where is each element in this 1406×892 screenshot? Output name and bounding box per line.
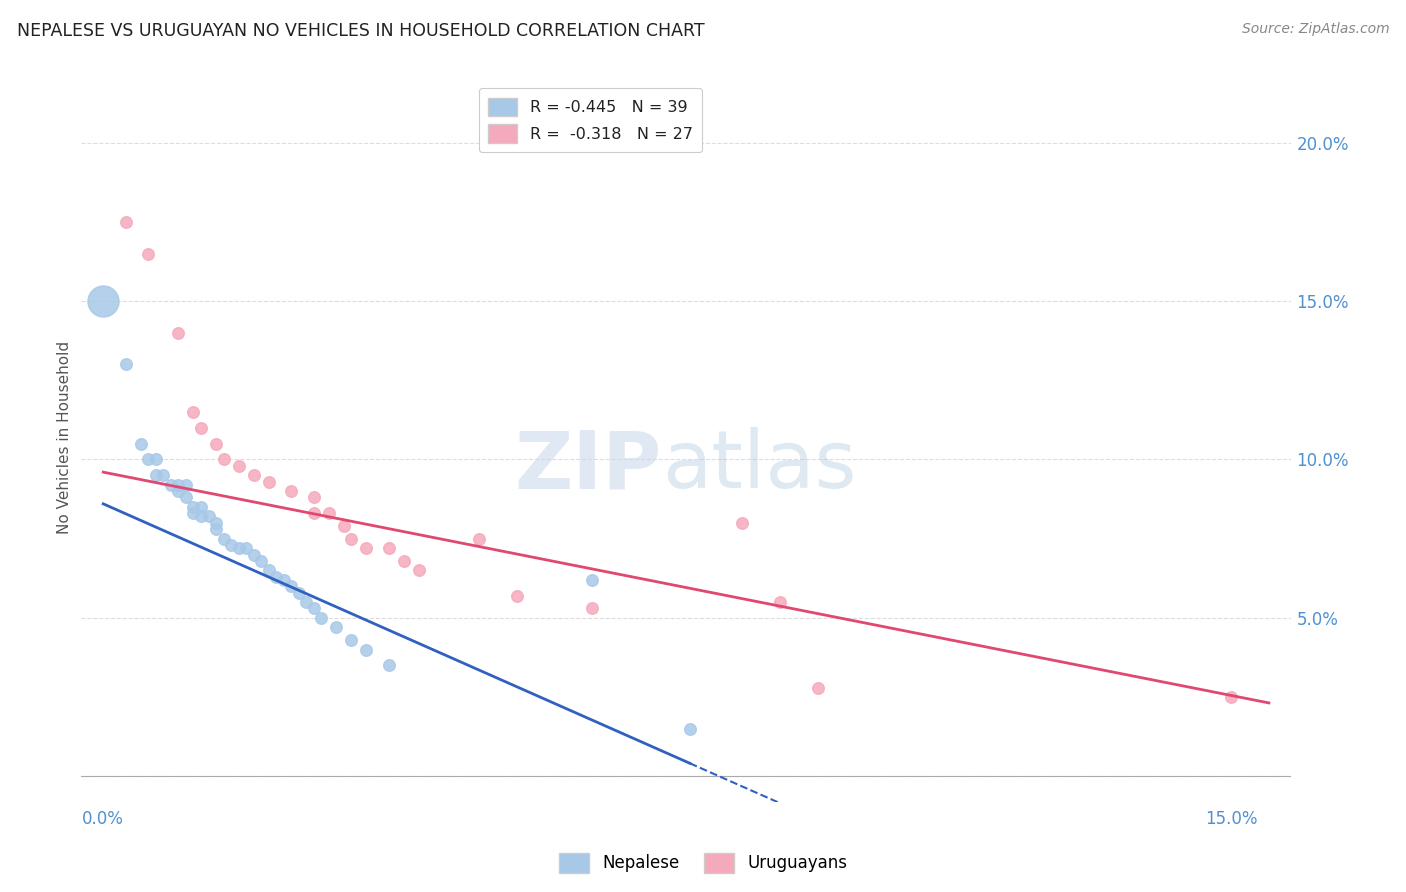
Point: [91, 294, 114, 309]
Point: [114, 358, 136, 372]
Point: [183, 506, 205, 520]
Text: NEPALESE VS URUGUAYAN NO VEHICLES IN HOUSEHOLD CORRELATION CHART: NEPALESE VS URUGUAYAN NO VEHICLES IN HOU…: [17, 22, 704, 40]
Point: [190, 421, 212, 435]
Text: Source: ZipAtlas.com: Source: ZipAtlas.com: [1241, 22, 1389, 37]
Point: [264, 570, 287, 584]
Text: ZIP: ZIP: [515, 427, 662, 506]
Point: [257, 563, 280, 577]
Point: [138, 246, 160, 260]
Point: [581, 573, 603, 587]
Point: [356, 541, 378, 556]
Point: [174, 478, 197, 492]
Point: [242, 468, 264, 483]
Point: [273, 573, 295, 587]
Point: [228, 541, 250, 556]
Point: [212, 532, 235, 546]
Point: [280, 579, 302, 593]
Point: [167, 484, 190, 499]
Point: [1220, 690, 1243, 704]
Point: [257, 475, 280, 489]
Point: [190, 509, 212, 524]
Y-axis label: No Vehicles in Household: No Vehicles in Household: [58, 341, 72, 533]
Point: [302, 491, 325, 505]
Point: [114, 215, 136, 229]
Point: [174, 491, 197, 505]
Point: [356, 642, 378, 657]
Point: [228, 458, 250, 473]
Point: [160, 478, 183, 492]
Point: [408, 563, 430, 577]
Point: [242, 548, 264, 562]
Point: [333, 519, 356, 533]
Point: [340, 633, 363, 648]
Point: [468, 532, 491, 546]
Point: [235, 541, 257, 556]
Point: [167, 478, 190, 492]
Point: [302, 601, 325, 615]
Point: [340, 532, 363, 546]
Point: [280, 484, 302, 499]
Point: [212, 452, 235, 467]
Point: [506, 589, 529, 603]
Point: [205, 522, 228, 536]
Point: [679, 722, 702, 736]
Point: [190, 500, 212, 514]
Point: [287, 585, 309, 599]
Point: [167, 326, 190, 340]
Point: [378, 541, 401, 556]
Point: [769, 595, 792, 609]
Point: [581, 601, 603, 615]
Point: [731, 516, 754, 530]
Legend: Nepalese, Uruguayans: Nepalese, Uruguayans: [553, 847, 853, 880]
Legend: R = -0.445   N = 39, R =  -0.318   N = 27: R = -0.445 N = 39, R = -0.318 N = 27: [478, 88, 702, 153]
Point: [129, 436, 152, 450]
Text: atlas: atlas: [662, 427, 856, 506]
Point: [205, 516, 228, 530]
Point: [378, 658, 401, 673]
Point: [219, 538, 242, 552]
Point: [295, 595, 318, 609]
Point: [197, 509, 219, 524]
Point: [325, 620, 347, 634]
Point: [807, 681, 830, 695]
Point: [183, 500, 205, 514]
Point: [302, 506, 325, 520]
Point: [205, 436, 228, 450]
Point: [183, 405, 205, 419]
Point: [145, 468, 167, 483]
Point: [152, 468, 174, 483]
Point: [311, 611, 333, 625]
Point: [318, 506, 340, 520]
Point: [145, 452, 167, 467]
Point: [138, 452, 160, 467]
Point: [392, 554, 415, 568]
Point: [250, 554, 273, 568]
